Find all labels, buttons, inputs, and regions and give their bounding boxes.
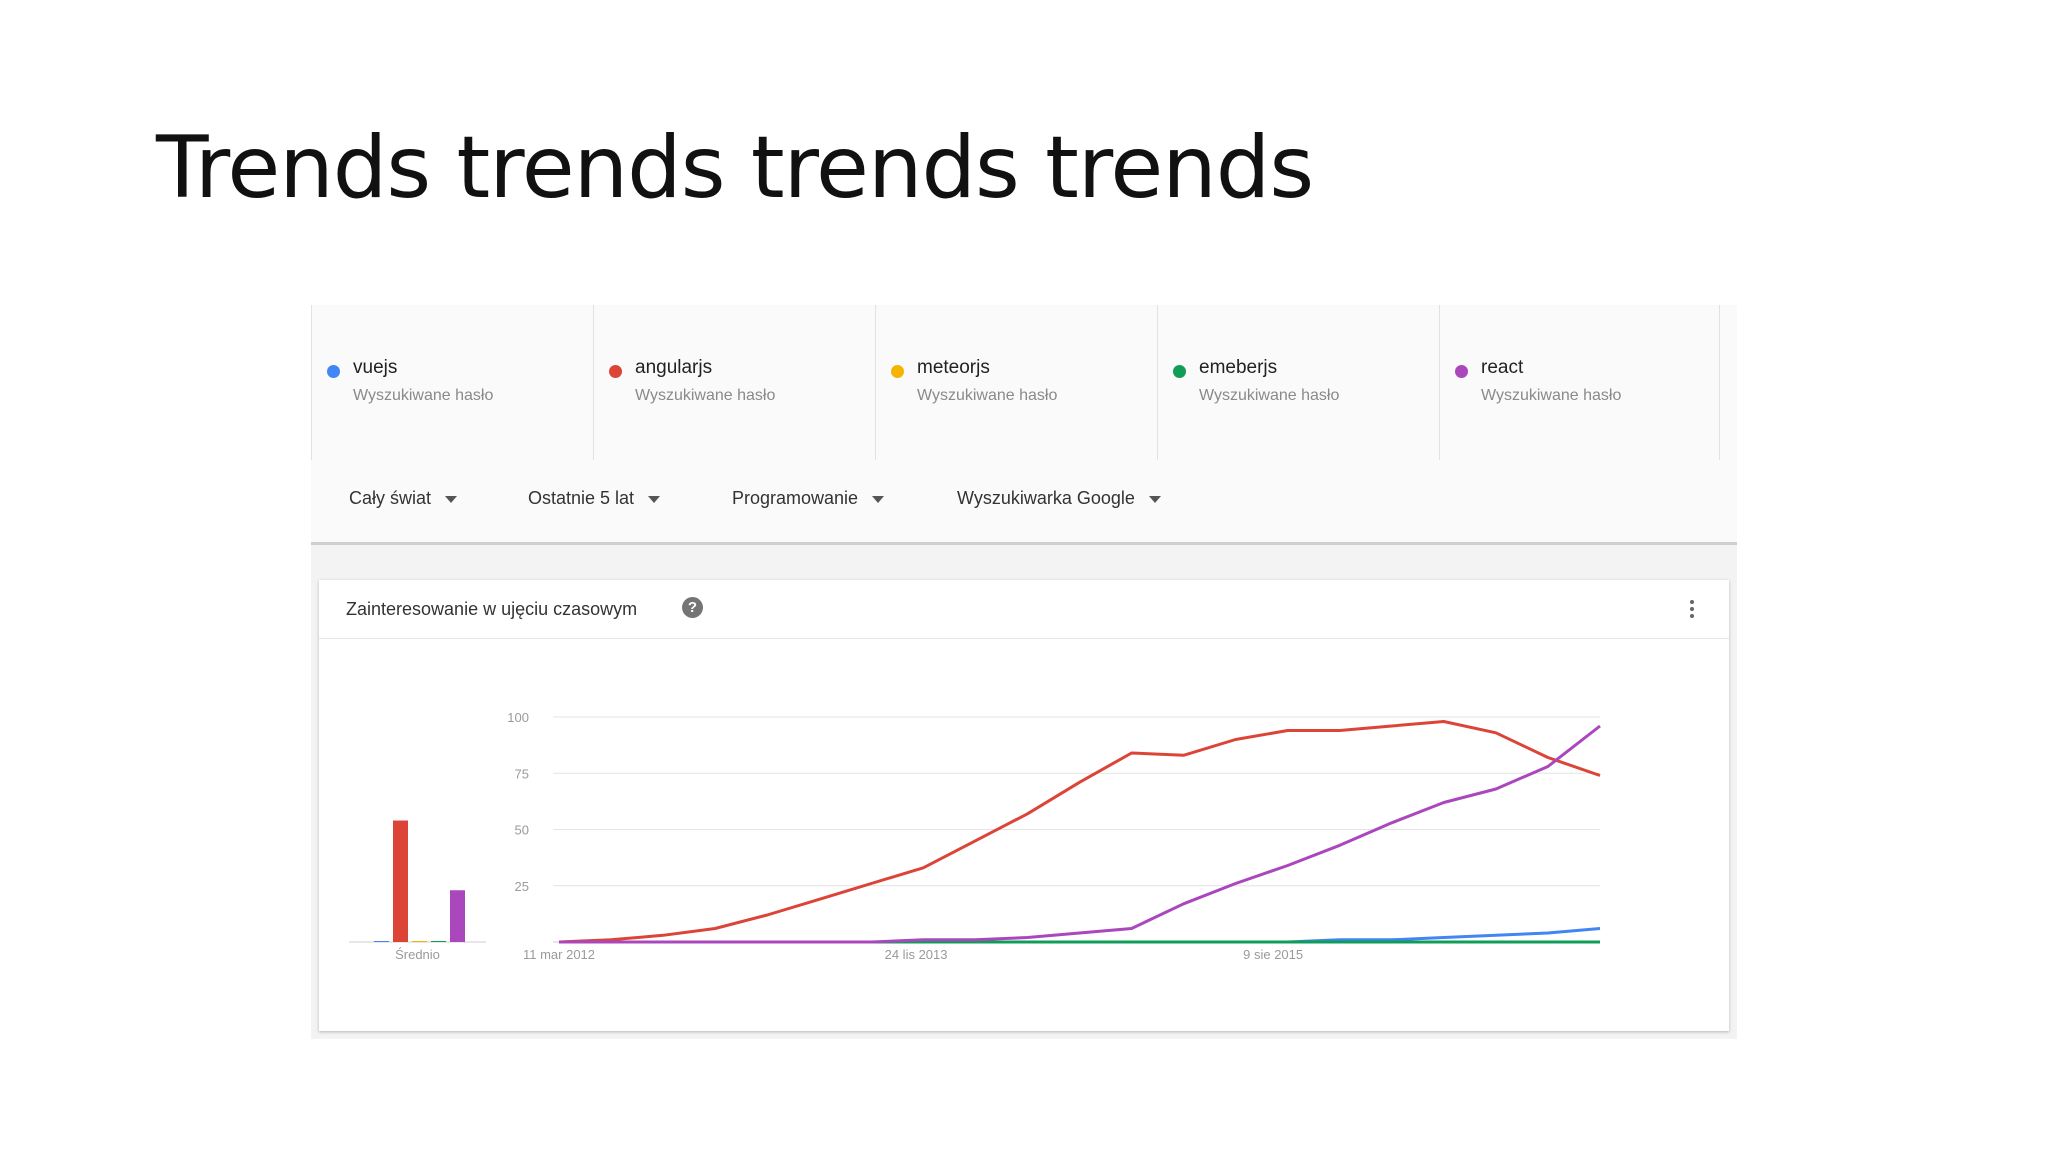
category-filter[interactable]: Programowanie	[732, 488, 885, 509]
term-color-dot	[609, 365, 622, 378]
more-vert-icon[interactable]	[1684, 598, 1700, 620]
slide-title: Trends trends trends trends	[156, 118, 1314, 218]
filter-bar: Cały świat Ostatnie 5 lat Programowanie …	[311, 460, 1737, 545]
term-name: emeberjs	[1199, 357, 1278, 378]
period-filter[interactable]: Ostatnie 5 lat	[528, 488, 661, 509]
term-card-angularjs[interactable]: angularjs Wyszukiwane hasło	[593, 305, 874, 460]
chevron-down-icon	[872, 495, 885, 503]
chevron-down-icon	[1148, 495, 1161, 503]
card-title: Zainteresowanie w ujęciu czasowym	[346, 599, 638, 619]
term-color-dot	[327, 365, 340, 378]
term-card-emeberjs[interactable]: emeberjs Wyszukiwane hasło	[1157, 305, 1438, 460]
category-filter-label: Programowanie	[732, 488, 859, 508]
source-filter[interactable]: Wyszukiwarka Google	[957, 488, 1161, 509]
average-bar-angularjs	[393, 820, 408, 942]
term-name: react	[1481, 357, 1524, 378]
term-type: Wyszukiwane hasło	[353, 387, 494, 404]
help-icon[interactable]: ?	[682, 597, 703, 618]
term-name: vuejs	[353, 357, 398, 378]
term-card-vuejs[interactable]: vuejs Wyszukiwane hasło	[311, 305, 592, 460]
term-card-react[interactable]: react Wyszukiwane hasło	[1439, 305, 1720, 460]
series-line-react	[559, 724, 1601, 944]
series-line-angularjs	[558, 720, 1601, 944]
chevron-down-icon	[445, 495, 458, 503]
y-tick-label: 50	[515, 823, 529, 838]
average-bar-emeberjs	[431, 941, 446, 942]
card-header: Zainteresowanie w ujęciu czasowym ?	[319, 580, 1729, 639]
average-bar-vuejs	[374, 941, 389, 942]
period-filter-label: Ostatnie 5 lat	[528, 488, 635, 508]
region-filter-label: Cały świat	[349, 488, 432, 508]
trend-chart: 25 50 75 100 11 mar 2012 24 lis 2013 9 sie 201…	[349, 710, 1601, 962]
term-color-dot	[1173, 365, 1186, 378]
term-name: meteorjs	[917, 357, 990, 378]
search-terms-bar: vuejs Wyszukiwane hasło angularjs Wyszuk…	[311, 305, 1737, 461]
term-color-dot	[891, 365, 904, 378]
term-type: Wyszukiwane hasło	[1199, 387, 1340, 404]
y-tick-label: 75	[515, 766, 529, 781]
y-tick-label: 100	[507, 710, 529, 725]
y-tick-label: 25	[515, 879, 529, 894]
x-tick-label: 9 sie 2015	[1243, 947, 1303, 962]
term-type: Wyszukiwane hasło	[917, 387, 1058, 404]
average-bar-react	[450, 890, 465, 942]
average-bar-meteorjs	[412, 941, 427, 942]
average-label: Średnio	[395, 947, 440, 962]
term-color-dot	[1455, 365, 1468, 378]
term-card-meteorjs[interactable]: meteorjs Wyszukiwane hasło	[875, 305, 1156, 460]
source-filter-label: Wyszukiwarka Google	[957, 488, 1135, 508]
series-line-vuejs	[559, 927, 1601, 944]
x-tick-label: 11 mar 2012	[523, 947, 595, 962]
interest-over-time-card: Zainteresowanie w ujęciu czasowym ? 25 50…	[319, 580, 1729, 1031]
trends-panel: vuejs Wyszukiwane hasło angularjs Wyszuk…	[311, 305, 1737, 1039]
term-type: Wyszukiwane hasło	[1481, 387, 1622, 404]
region-filter[interactable]: Cały świat	[349, 488, 458, 509]
chevron-down-icon	[648, 495, 661, 503]
x-tick-label: 24 lis 2013	[885, 947, 948, 962]
term-name: angularjs	[635, 357, 713, 378]
term-type: Wyszukiwane hasło	[635, 387, 776, 404]
